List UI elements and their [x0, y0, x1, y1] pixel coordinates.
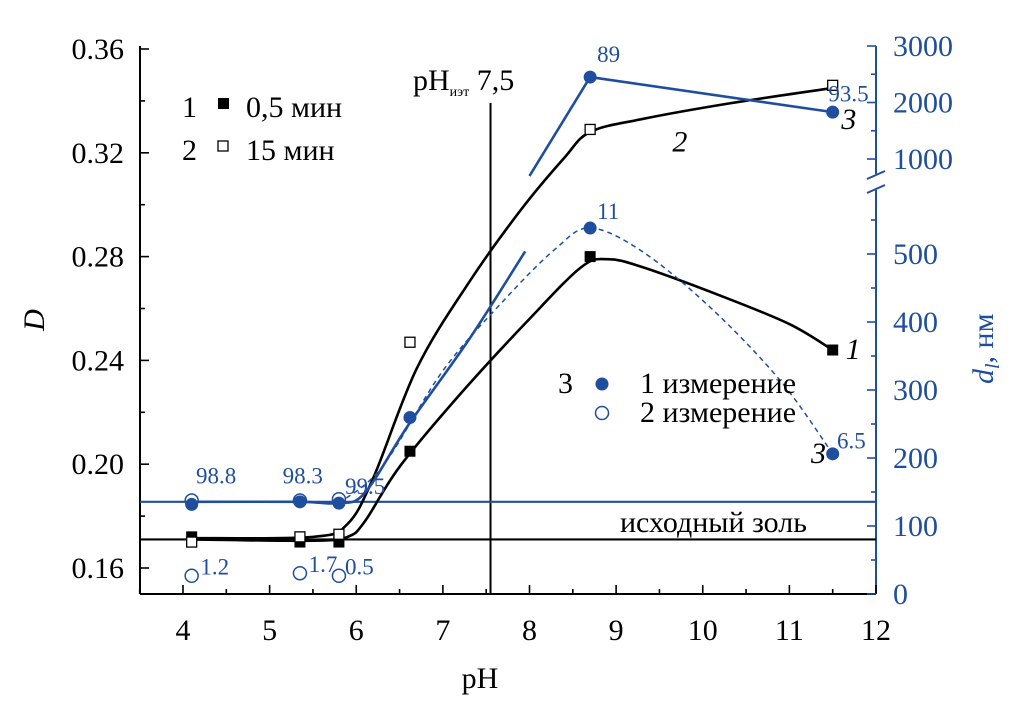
y2-axis-label: dl, нм: [967, 313, 1004, 384]
value-annotation: 1.7: [309, 552, 338, 577]
data-point-series-3-upper: [583, 70, 597, 84]
data-point-series-3: [826, 447, 840, 461]
data-point-series-4: [184, 568, 199, 584]
fit-curve-3-dashed: [338, 227, 834, 504]
axis-break-mark-bottom: [866, 184, 886, 194]
x-tick-label: 9: [609, 614, 624, 647]
data-point-series-2: [186, 536, 198, 548]
data-point-series-1: [333, 536, 345, 548]
data-point-series-4: [292, 493, 308, 508]
legend-dl-1-label: 1 измерение: [640, 367, 796, 400]
x-tick-label: 12: [861, 614, 891, 647]
value-annotation: 0.5: [345, 554, 374, 579]
data-point-series-2: [333, 528, 345, 540]
y2-upper-tick-label: 2000: [893, 87, 953, 120]
legend-d-1-marker: [218, 98, 229, 109]
ticks: [138, 45, 877, 595]
x-tick-label: 7: [435, 614, 450, 647]
annotations: 98.8 98.3 99.5 1.2 1.7 0.5 11 6.5 89 93.5 1 2 3 3: [196, 42, 869, 580]
y-tick-label: 0.24: [72, 344, 125, 377]
data-point-series-4: [331, 491, 347, 507]
data-point-series-2: [584, 123, 596, 136]
data-point-series-1: [827, 344, 839, 356]
value-annotation: 1.2: [200, 554, 229, 579]
curve-label: 2: [672, 126, 687, 159]
x-tick-label: 5: [262, 614, 277, 647]
value-annotation-upper: 89: [597, 42, 620, 67]
x-tick-label: 6: [349, 614, 364, 647]
isoelectric-label: pHиэт 7,5: [413, 64, 514, 100]
y2-lower-tick-label: 300: [893, 374, 938, 407]
data-point-series-4: [331, 568, 347, 584]
y2-upper-tick-label: 1000: [893, 143, 953, 176]
legend-d: 1 0,5 мин 2 15 мин: [182, 91, 342, 167]
y-tick-label: 0.32: [72, 137, 125, 170]
y2-upper-tick-label: 3000: [893, 30, 953, 63]
x-tick-label: 10: [688, 614, 718, 647]
y2-lower-tick-label: 400: [893, 306, 938, 339]
data-point-series-2: [404, 336, 416, 348]
fit-curve-1: [191, 257, 834, 543]
curve-label: 3: [810, 437, 826, 470]
legend-d-2-label: 15 мин: [246, 134, 335, 167]
data-point-series-3: [403, 410, 417, 424]
markers: [184, 70, 840, 584]
legend-d-1-num: 1: [182, 91, 197, 124]
data-point-series-3: [583, 221, 597, 235]
data-point-series-2: [827, 79, 839, 91]
data-point-series-1: [404, 445, 416, 457]
y2-lower-tick-label: 0: [893, 578, 908, 611]
initial-sol-label: исходный золь: [620, 506, 807, 539]
x-tick-label: 8: [522, 614, 537, 647]
data-point-series-3: [293, 495, 307, 509]
data-point-series-3: [332, 496, 346, 510]
y-tick-label: 0.28: [72, 241, 125, 274]
curve-label: 1: [846, 333, 861, 366]
value-annotation-upper: 93.5: [828, 81, 868, 106]
x-tick-label: 4: [176, 614, 191, 647]
value-annotation: 98.8: [196, 464, 236, 489]
data-point-series-2: [294, 531, 306, 543]
data-point-series-1: [584, 251, 596, 263]
axis-break-mark-top: [866, 170, 886, 180]
y-axis-label: D: [18, 309, 51, 332]
legend-dl-1-num: 3: [558, 367, 573, 400]
y2-lower-tick-label: 100: [893, 510, 938, 543]
legend-dl-2-label: 2 измерение: [640, 396, 796, 429]
legend-d-1-label: 0,5 мин: [246, 91, 342, 124]
x-axis-label: pH: [462, 662, 499, 695]
data-point-series-3: [185, 497, 199, 511]
legend-dl-1-marker: [595, 377, 609, 391]
data-point-series-4: [292, 565, 308, 581]
curve-label: 3: [840, 103, 856, 136]
data-point-series-4: [184, 493, 199, 508]
legend-d-2-marker: [217, 140, 229, 152]
tick-labels: 4 5 6 7 8 9 10 11 120.160.200.240.280.320.360100…: [72, 30, 954, 647]
legend-d-2-num: 2: [182, 134, 197, 167]
value-annotation: 99.5: [345, 474, 385, 499]
y-tick-label: 0.36: [72, 33, 125, 66]
value-annotation: 6.5: [837, 429, 866, 454]
x-tick-label: 11: [775, 614, 804, 647]
value-annotation: 11: [597, 199, 619, 224]
y2-lower-tick-label: 200: [893, 442, 938, 475]
legend-dl-2-marker: [594, 405, 610, 421]
legend-dl: 3 1 измерение 2 измерение: [558, 367, 796, 429]
value-annotation: 98.3: [283, 464, 323, 489]
y2-lower-tick-label: 500: [893, 238, 938, 271]
y-tick-label: 0.20: [72, 448, 125, 481]
data-point-series-3-upper: [826, 105, 840, 119]
y-tick-label: 0.16: [72, 552, 125, 585]
